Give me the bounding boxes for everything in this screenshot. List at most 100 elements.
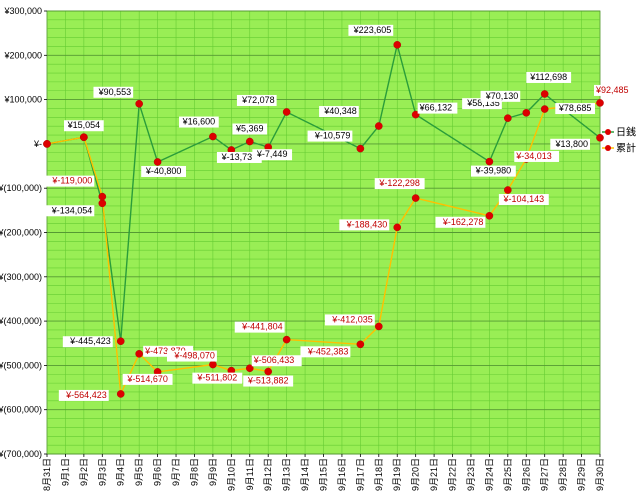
data-label: ¥72,078	[241, 95, 275, 105]
data-label: ¥92,485	[595, 85, 629, 95]
data-label-bg	[374, 178, 425, 190]
data-label-bg	[480, 90, 521, 102]
x-tick-label: 9月28日	[558, 458, 568, 491]
series-1-marker	[504, 186, 512, 194]
series-1-marker	[374, 322, 383, 331]
y-tick-label: ¥-	[33, 139, 42, 149]
x-tick-label: 9月17日	[355, 458, 365, 491]
y-tick-label: ¥100,000	[3, 95, 42, 105]
data-label-bg	[122, 373, 173, 385]
series-0-marker	[356, 144, 365, 153]
x-tick-label: 9月22日	[448, 458, 458, 491]
x-tick-label: 9月21日	[429, 458, 439, 491]
series-0-marker	[485, 157, 494, 166]
data-label: ¥-441,804	[241, 322, 283, 332]
data-label: ¥90,553	[98, 87, 132, 97]
x-tick-label: 9月3日	[97, 458, 107, 486]
data-label: ¥78,685	[558, 103, 592, 113]
x-tick-label: 9月26日	[521, 458, 531, 491]
data-label-bg	[62, 336, 113, 348]
series-1-marker	[264, 367, 273, 376]
series-0-marker	[116, 337, 125, 346]
data-label-bg	[64, 120, 104, 132]
data-label-bg	[141, 165, 186, 177]
y-axis: ¥300,000 ¥200,000 ¥100,000 ¥- ¥(100,000) ¥(20…	[0, 6, 47, 459]
data-label: ¥-13,732	[221, 152, 258, 162]
series-0-marker	[393, 41, 402, 49]
series-0-marker	[98, 199, 107, 208]
y-tick-label: ¥(100,000)	[0, 183, 42, 193]
x-tick-label: 9月14日	[300, 458, 310, 491]
x-tick-label: 9月27日	[540, 458, 550, 491]
x-tick-label: 9月1日	[60, 458, 70, 486]
series-1-marker	[485, 211, 494, 220]
x-tick-label: 9月29日	[577, 458, 587, 491]
x-tick-label: 9月5日	[134, 458, 144, 486]
series-0-marker	[153, 158, 162, 166]
legend-marker-0	[605, 129, 611, 135]
series-1-marker	[393, 223, 402, 232]
data-label: ¥-34,013	[515, 151, 552, 161]
series-1-marker	[596, 99, 604, 107]
series-1-marker	[98, 192, 107, 201]
x-tick-label: 9月30日	[595, 458, 605, 491]
series-0-marker	[374, 122, 383, 130]
data-label: ¥-412,035	[331, 314, 373, 324]
series-0-marker	[522, 109, 531, 117]
x-tick-label: 9月9日	[208, 458, 218, 486]
y-tick-label: ¥(200,000)	[0, 228, 42, 238]
x-tick-label: 9月4日	[116, 458, 126, 486]
data-label-bg	[300, 346, 351, 358]
x-tick-label: 9月8日	[189, 458, 199, 486]
data-label-bg	[216, 151, 262, 163]
series-0-marker	[135, 99, 143, 108]
series-1-marker	[80, 133, 88, 142]
x-axis: 8月31日 9月1日 9月2日 9月3日 9月4日 9月5日 9月6日 9月7日 9月8日 9月9…	[42, 454, 605, 491]
x-tick-label: 9月20日	[411, 458, 421, 491]
data-label-bg	[252, 149, 293, 161]
x-tick-label: 9月24日	[484, 458, 494, 491]
series-0-marker	[596, 133, 604, 142]
data-label: ¥16,600	[182, 117, 216, 127]
series-markers	[43, 41, 604, 398]
data-label: ¥-10,579	[314, 131, 351, 141]
data-label: ¥-40,800	[145, 166, 182, 176]
series-1-marker	[209, 360, 217, 369]
data-label: ¥-39,980	[475, 166, 512, 176]
data-label: ¥5,369	[235, 124, 264, 134]
series-0-marker	[209, 132, 217, 141]
y-tick-label: ¥(500,000)	[0, 360, 42, 370]
x-tick-label: 9月12日	[263, 458, 273, 491]
data-label-bg	[58, 389, 109, 401]
y-tick-label: ¥200,000	[3, 50, 42, 60]
data-label-bg	[243, 375, 294, 387]
series-1-marker	[356, 340, 365, 349]
x-tick-label: 8月31日	[42, 458, 52, 491]
data-label-bg	[348, 24, 394, 36]
data-label-bg	[435, 216, 486, 228]
data-label: ¥-134,054	[51, 205, 93, 215]
legend-marker-1	[605, 145, 611, 151]
data-label: ¥-445,423	[69, 336, 111, 346]
x-tick-label: 9月23日	[466, 458, 476, 491]
data-label: ¥-452,383	[307, 346, 349, 356]
data-label-bg	[192, 372, 243, 384]
data-label: ¥-473,870	[144, 346, 186, 356]
data-label: ¥-511,802	[196, 373, 237, 383]
data-label-bg	[514, 150, 560, 162]
series-1-marker	[43, 140, 51, 148]
data-label-bg	[44, 205, 95, 217]
data-label-bg	[471, 165, 516, 177]
x-tick-label: 9月19日	[392, 458, 402, 491]
y-tick-label: ¥(700,000)	[0, 449, 42, 459]
x-tick-label: 9月2日	[79, 458, 89, 486]
data-label-bg	[167, 350, 217, 362]
y-tick-label: ¥300,000	[3, 6, 42, 16]
x-tick-label: 9月6日	[153, 458, 163, 486]
data-labels: ¥15,054 ¥-134,054 ¥-445,423 ¥90,553 ¥-40,800…	[44, 24, 634, 401]
data-label: ¥223,605	[353, 25, 392, 35]
data-label-bg	[234, 321, 285, 333]
data-label-bg	[526, 71, 572, 83]
data-label-bg	[236, 94, 277, 106]
